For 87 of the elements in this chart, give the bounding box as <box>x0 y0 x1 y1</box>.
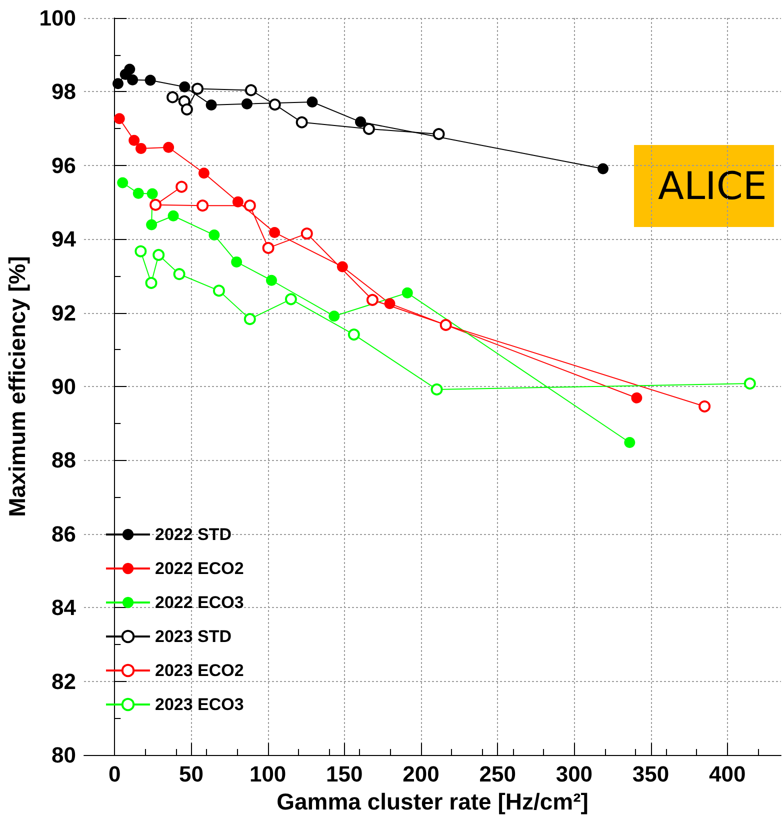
point <box>384 298 396 310</box>
y-tick-label: 98 <box>52 79 76 104</box>
y-tick-label: 96 <box>52 152 76 178</box>
point <box>296 116 308 128</box>
point <box>124 64 136 75</box>
point <box>144 74 156 86</box>
legend-label: 2023 ECO3 <box>155 695 244 714</box>
legend-label: 2023 STD <box>155 627 232 646</box>
x-tick-label: 350 <box>632 762 670 786</box>
point <box>262 242 274 254</box>
legend-label: 2022 ECO2 <box>155 559 244 578</box>
x-tick-label: 0 <box>108 762 121 786</box>
y-tick-label: 86 <box>52 521 76 546</box>
point <box>206 99 217 110</box>
y-tick-label: 100 <box>39 6 76 30</box>
point <box>284 293 297 306</box>
point <box>366 294 378 306</box>
point <box>173 268 186 280</box>
point <box>152 248 165 261</box>
point <box>127 74 138 86</box>
point <box>146 188 158 200</box>
point <box>114 113 125 124</box>
point <box>266 274 277 286</box>
point <box>208 230 220 241</box>
point <box>598 163 608 174</box>
x-axis-title: Gamma cluster rate [Hz/cm²] <box>276 788 588 814</box>
y-tick-label: 88 <box>52 448 76 473</box>
y-axis-title: Maximum efficiency [%] <box>4 256 30 517</box>
annotation: ALICE <box>658 164 767 208</box>
point <box>163 142 174 153</box>
y-tick-label: 94 <box>52 226 77 252</box>
point <box>440 318 452 331</box>
point <box>624 437 636 448</box>
x-tick-label: 200 <box>402 762 440 786</box>
y-tick-label: 90 <box>52 374 76 399</box>
point <box>176 180 188 193</box>
point <box>744 378 756 390</box>
point <box>432 128 445 140</box>
point <box>306 96 318 108</box>
x-tick-label: 400 <box>709 762 746 786</box>
point <box>244 200 256 212</box>
point <box>430 383 443 396</box>
point <box>168 210 179 222</box>
y-tick-label: 82 <box>52 668 76 694</box>
legend-label: 2022 ECO3 <box>155 593 244 612</box>
point <box>132 188 144 199</box>
x-tick-label: 150 <box>326 762 363 786</box>
point <box>196 200 209 212</box>
y-tick-label: 80 <box>52 742 76 768</box>
point <box>698 400 711 412</box>
point <box>145 276 158 289</box>
point <box>128 134 140 146</box>
y-tick-label: 92 <box>52 300 76 326</box>
point <box>112 78 124 90</box>
point <box>135 142 146 154</box>
point <box>166 91 179 104</box>
x-tick-label: 250 <box>479 762 516 786</box>
point <box>134 245 147 258</box>
point <box>179 81 190 92</box>
point <box>631 392 642 404</box>
point <box>328 310 340 322</box>
point <box>362 122 375 135</box>
point <box>268 98 281 111</box>
point <box>232 196 244 208</box>
x-tick-label: 300 <box>556 762 593 786</box>
point <box>348 328 360 341</box>
point <box>198 168 210 179</box>
point <box>300 228 313 240</box>
point <box>355 116 366 128</box>
point <box>117 177 128 188</box>
point <box>269 226 280 238</box>
x-tick-label: 50 <box>178 762 204 786</box>
point <box>180 103 193 116</box>
point <box>402 287 413 298</box>
point <box>244 313 256 326</box>
point <box>146 219 158 230</box>
point <box>231 256 242 268</box>
point <box>242 98 252 110</box>
point <box>192 82 204 95</box>
legend-label: 2022 STD <box>155 525 232 544</box>
point <box>150 198 162 211</box>
y-tick-label: 84 <box>52 595 77 620</box>
point <box>244 84 257 96</box>
point <box>212 284 225 297</box>
legend-label: 2023 ECO2 <box>155 661 244 680</box>
point <box>336 261 348 272</box>
x-tick-label: 100 <box>249 762 286 786</box>
